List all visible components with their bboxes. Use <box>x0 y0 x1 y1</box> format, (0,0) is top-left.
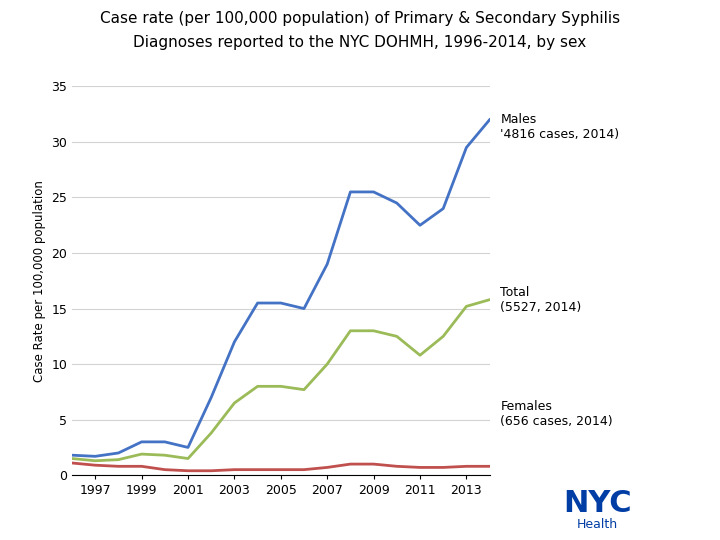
Text: Females
(656 cases, 2014): Females (656 cases, 2014) <box>500 400 613 428</box>
Text: Diagnoses reported to the NYC DOHMH, 1996-2014, by sex: Diagnoses reported to the NYC DOHMH, 199… <box>133 35 587 50</box>
Text: NYC: NYC <box>563 489 632 518</box>
Text: Males
'4816 cases, 2014): Males '4816 cases, 2014) <box>500 113 619 141</box>
Text: Health: Health <box>577 518 618 531</box>
Text: Total
(5527, 2014): Total (5527, 2014) <box>500 286 582 314</box>
Text: Case rate (per 100,000 population) of Primary & Secondary Syphilis: Case rate (per 100,000 population) of Pr… <box>100 11 620 26</box>
Y-axis label: Case Rate per 100,000 population: Case Rate per 100,000 population <box>32 180 45 382</box>
